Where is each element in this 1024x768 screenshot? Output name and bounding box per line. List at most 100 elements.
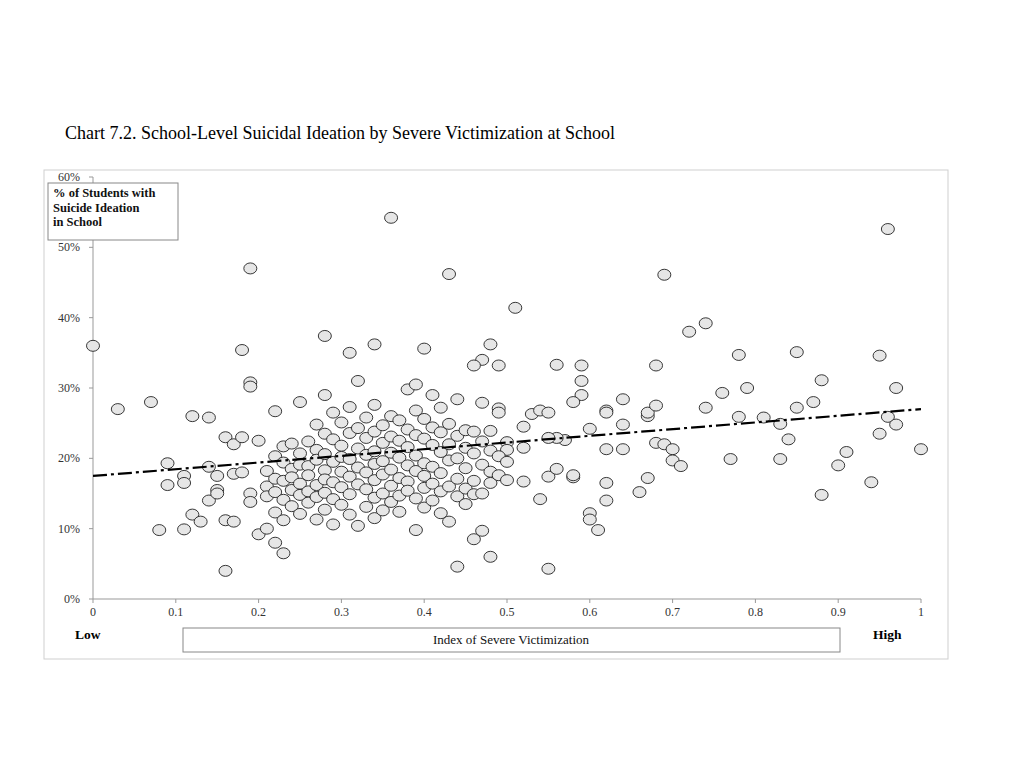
point: [443, 418, 456, 429]
point: [484, 425, 497, 436]
point: [699, 402, 712, 413]
point: [583, 514, 596, 525]
point: [567, 470, 580, 481]
point: [409, 525, 422, 536]
x-tick: [507, 599, 508, 603]
point: [600, 495, 613, 506]
point: [484, 339, 497, 350]
x-tick-label: 0.2: [251, 605, 266, 619]
point: [236, 467, 249, 478]
trend-line: [93, 409, 921, 476]
point: [219, 565, 232, 576]
point: [840, 447, 853, 458]
point: [434, 468, 447, 479]
x-label: Index of Severe Victimization: [433, 632, 590, 647]
y-tick-label: 60%: [58, 170, 80, 184]
x-tick-label: 0.8: [748, 605, 763, 619]
point: [575, 360, 588, 371]
point: [351, 423, 364, 434]
point: [244, 263, 257, 274]
x-tick-label: 0.7: [665, 605, 680, 619]
chart: Chart 7.2. School-Level Suicidal Ideatio…: [0, 0, 1024, 768]
point: [815, 489, 828, 500]
x-tick: [175, 599, 176, 603]
y-tick-label: 50%: [58, 240, 80, 254]
y-tick: [89, 247, 93, 248]
point: [236, 432, 249, 443]
point: [351, 375, 364, 386]
point: [592, 525, 605, 536]
point: [716, 387, 729, 398]
point: [343, 509, 356, 520]
point: [178, 524, 191, 535]
point: [194, 516, 207, 527]
point: [310, 514, 323, 525]
point: [202, 412, 215, 423]
point: [517, 442, 530, 453]
point: [161, 458, 174, 469]
point: [534, 494, 547, 505]
point: [476, 525, 489, 536]
point: [451, 473, 464, 484]
point: [890, 419, 903, 430]
point: [501, 475, 514, 486]
point: [343, 401, 356, 412]
y-label: % of Students with: [53, 186, 155, 200]
point: [294, 508, 307, 519]
x-low-label: Low: [75, 627, 101, 642]
x-tick-label: 0: [90, 605, 96, 619]
point: [476, 397, 489, 408]
point: [616, 419, 629, 430]
point: [327, 519, 340, 530]
point: [641, 473, 654, 484]
point: [260, 523, 273, 534]
point: [144, 397, 157, 408]
point: [790, 402, 803, 413]
point: [318, 390, 331, 401]
y-tick: [89, 388, 93, 389]
point: [426, 495, 439, 506]
point: [517, 476, 530, 487]
x-tick: [589, 599, 590, 603]
point: [302, 470, 315, 481]
point: [277, 515, 290, 526]
y-label: in School: [53, 215, 103, 229]
x-tick: [341, 599, 342, 603]
y-tick: [89, 458, 93, 459]
point: [236, 345, 249, 356]
point: [790, 347, 803, 358]
point: [368, 399, 381, 410]
point: [501, 456, 514, 467]
point: [335, 440, 348, 451]
point: [650, 400, 663, 411]
point: [459, 463, 472, 474]
point: [87, 340, 100, 351]
point: [517, 421, 530, 432]
point: [244, 381, 257, 392]
point: [409, 379, 422, 390]
point: [426, 390, 439, 401]
point: [327, 407, 340, 418]
title: Chart 7.2. School-Level Suicidal Ideatio…: [65, 123, 615, 143]
point: [658, 269, 671, 280]
y-tick-label: 30%: [58, 381, 80, 395]
point: [434, 402, 447, 413]
point: [732, 349, 745, 360]
x-tick: [755, 599, 756, 603]
point: [542, 563, 555, 574]
point: [294, 397, 307, 408]
point: [550, 463, 563, 474]
point: [484, 551, 497, 562]
point: [459, 499, 472, 510]
point: [890, 383, 903, 394]
point: [633, 487, 646, 498]
x-tick-label: 0.5: [500, 605, 515, 619]
x-tick-label: 0.1: [168, 605, 183, 619]
point: [600, 444, 613, 455]
point: [310, 419, 323, 430]
point: [285, 438, 298, 449]
point: [815, 375, 828, 386]
y-tick-label: 10%: [58, 522, 80, 536]
point: [492, 360, 505, 371]
plot-area: [87, 212, 928, 576]
